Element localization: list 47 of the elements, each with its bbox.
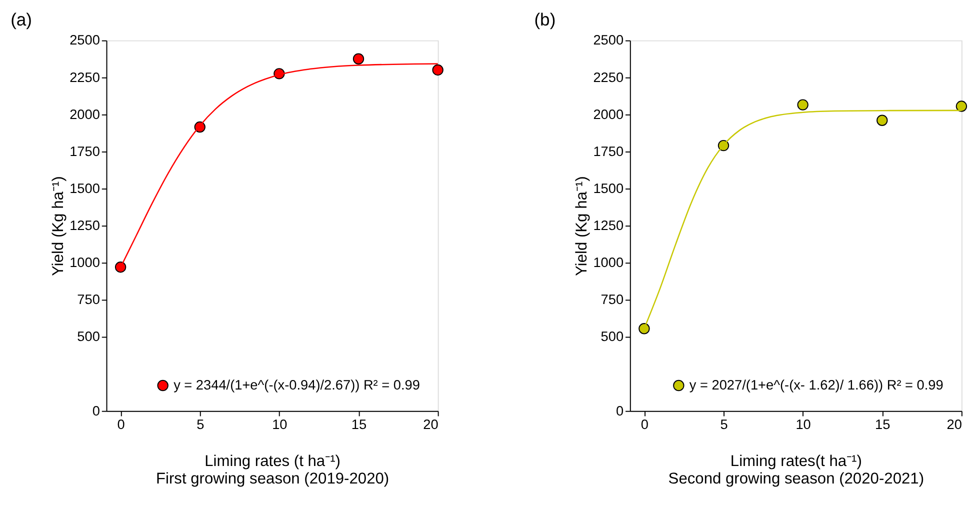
y-tick-label: 750 (77, 292, 100, 308)
y-tick-label: 1750 (593, 144, 624, 159)
x-tick-label: 5 (720, 416, 728, 432)
chart-title: (a) (10, 10, 32, 30)
text: Second growing season (2020-2021) (668, 470, 924, 488)
legend-label: y = 2027/(1+e^(-(x- 1.62)/ 1.66)) R² = 0.99 (689, 377, 944, 392)
point (876, 114, 888, 126)
text: First growing season (2019-2020) (156, 470, 390, 488)
y-tick-label: 1500 (593, 180, 624, 196)
x-tick-label: 15 (351, 416, 367, 432)
x-tick-label: 20 (423, 416, 439, 432)
y-tick-label: 2250 (593, 70, 624, 85)
x-tick-label: 0 (117, 416, 126, 432)
y-tick-label: 2500 (593, 32, 624, 48)
point (956, 100, 968, 112)
y-tick-label: 2500 (70, 32, 100, 48)
x-tick-label: 10 (796, 416, 812, 432)
y-tick-label: 1500 (70, 180, 100, 196)
x-tick-label: 0 (640, 416, 649, 432)
y-tick-label: 1000 (593, 255, 624, 270)
x-tick-label: 15 (875, 416, 891, 432)
x-axis-title: Liming rates (t ha⁻¹) (204, 452, 340, 470)
x-tick-label: 5 (196, 416, 205, 432)
y-axis-title: Yield (Kg ha⁻¹) (573, 176, 590, 276)
chart-title: (b) (534, 10, 556, 30)
y-tick-label: 2250 (70, 70, 100, 85)
x-tick-label: 20 (946, 416, 962, 432)
y-tick-label: 0 (616, 403, 624, 418)
y-tick-label: 2000 (593, 106, 624, 122)
point (797, 99, 808, 110)
y-tick-label: 2000 (70, 106, 100, 122)
x-axis-title: Liming rates(t ha⁻¹) (730, 452, 862, 470)
y-tick-label: 500 (600, 329, 624, 344)
y-tick-label: 1250 (70, 218, 100, 233)
x-tick-label: 10 (272, 416, 288, 432)
point (352, 53, 364, 64)
point (432, 64, 444, 76)
y-tick-label: 1250 (593, 218, 624, 233)
y-tick-label: 500 (77, 329, 100, 344)
legend-label: y = 2344/(1+e^(-(x-0.94)/2.67)) R² = 0.99 (174, 377, 420, 392)
y-axis-title: Yield (Kg ha⁻¹) (50, 176, 67, 276)
point (638, 323, 650, 334)
y-tick-label: 0 (92, 403, 100, 418)
y-tick-label: 1750 (70, 144, 100, 159)
point (114, 262, 126, 273)
y-tick-label: 1000 (70, 255, 100, 270)
y-tick-label: 750 (600, 292, 624, 308)
